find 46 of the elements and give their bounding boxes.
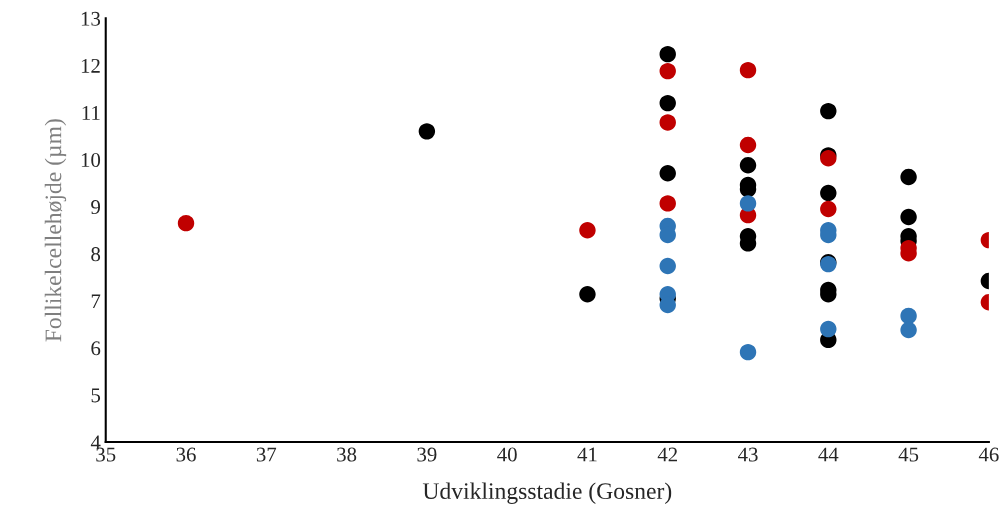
point [659,114,676,131]
y-tick-label: 8 [91,247,101,262]
y-tick-label: 5 [91,388,101,403]
point [900,321,917,339]
point [900,208,917,226]
point [900,307,917,325]
y-tick-label: 10 [81,152,101,168]
point [820,320,837,338]
point [659,94,676,112]
point [659,62,676,80]
y-tick-label: 7 [91,294,101,309]
x-tick-label: 39 [417,447,437,462]
x-tick-label: 43 [738,447,758,462]
point [820,184,837,202]
x-tick-label: 45 [898,447,919,462]
x-tick-label: 37 [256,447,277,462]
point [659,257,676,275]
y-axis-title: Follikelcellehøjde (µm) [44,119,67,342]
point [820,102,837,120]
point [579,286,596,303]
x-axis-title: Udviklingsstadie (Gosner) [422,482,672,504]
point [739,343,757,361]
y-tick-label: 6 [91,341,101,356]
x-tick-label: 44 [818,447,839,462]
point [659,165,676,182]
x-tick-label: 41 [577,447,597,462]
x-tick-label: 46 [978,447,999,462]
point [579,222,596,239]
y-tick-label: 12 [81,58,100,73]
x-tick-label: 36 [176,447,196,462]
point [739,61,757,79]
point [739,157,757,174]
point [900,168,917,186]
x-tick-label: 38 [337,447,357,462]
y-tick-label: 13 [81,11,101,26]
x-tick-label: 42 [657,447,677,462]
y-tick-label: 11 [82,106,100,120]
point [177,214,195,232]
point [659,45,676,63]
y-tick-label: 9 [91,200,101,215]
point [820,200,837,218]
x-tick-label: 40 [497,447,517,462]
point [739,195,757,212]
point [739,136,757,154]
point [418,123,436,140]
point [659,195,676,212]
